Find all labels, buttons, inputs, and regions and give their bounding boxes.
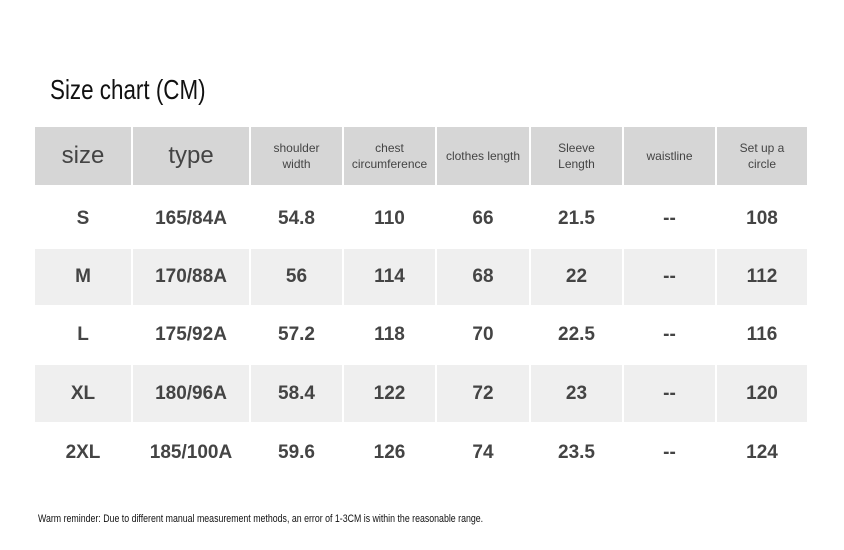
header-cell: chest circumference xyxy=(344,127,435,185)
table-cell: 72 xyxy=(437,365,529,422)
table-cell: 68 xyxy=(437,249,529,305)
table-cell: 23 xyxy=(531,365,622,422)
table-cell: 59.6 xyxy=(278,442,315,463)
table-cell: -- xyxy=(663,442,676,463)
table-cell: L xyxy=(77,324,89,345)
table-cell: 170/88A xyxy=(133,249,249,305)
table-cell: 2XL xyxy=(65,442,101,463)
table-cell: 116 xyxy=(746,324,778,345)
table-cell: 120 xyxy=(717,365,807,422)
header-cell: type xyxy=(133,127,249,185)
table-cell: 185/100A xyxy=(149,442,233,463)
table-cell: 114 xyxy=(344,249,435,305)
table-cell: 122 xyxy=(344,365,435,422)
table-cell: 165/84A xyxy=(155,207,227,229)
table-cell: 22.5 xyxy=(558,324,595,345)
table-cell: 175/92A xyxy=(155,324,227,345)
header-cell: shoulder width xyxy=(251,127,342,185)
table-cell: 66 xyxy=(472,207,494,229)
table-cell: S xyxy=(76,207,90,229)
table-cell: 56 xyxy=(251,249,342,305)
table-cell: 108 xyxy=(746,207,778,229)
table-cell: XL xyxy=(35,365,131,422)
table-cell: 124 xyxy=(746,442,778,463)
table-cell: 23.5 xyxy=(558,442,595,463)
table-cell: 126 xyxy=(373,442,406,463)
table-cell: 58.4 xyxy=(251,365,342,422)
table-cell: -- xyxy=(624,249,715,305)
table-cell: 54.8 xyxy=(278,207,315,229)
header-cell: size xyxy=(35,127,131,185)
table-cell: 118 xyxy=(374,324,405,345)
header-cell: Set up a circle xyxy=(717,127,807,185)
table-cell: 180/96A xyxy=(133,365,249,422)
table-cell: -- xyxy=(663,324,676,345)
title: Size chart (CM) xyxy=(50,74,206,105)
table-cell: 110 xyxy=(374,207,405,229)
table-cell: M xyxy=(35,249,131,305)
header-cell: clothes length xyxy=(437,127,529,185)
table-cell: 57.2 xyxy=(278,324,315,345)
footnote: Warm reminder: Due to different manual m… xyxy=(38,513,484,525)
table-cell: 74 xyxy=(472,442,494,463)
table-cell: 21.5 xyxy=(558,207,595,229)
table-cell: -- xyxy=(663,207,676,229)
table-cell: 112 xyxy=(717,249,807,305)
table-cell: -- xyxy=(624,365,715,422)
header-cell: waistline xyxy=(624,127,715,185)
table-cell: 70 xyxy=(472,324,494,345)
header-cell: Sleeve Length xyxy=(531,127,622,185)
table-cell: 22 xyxy=(531,249,622,305)
